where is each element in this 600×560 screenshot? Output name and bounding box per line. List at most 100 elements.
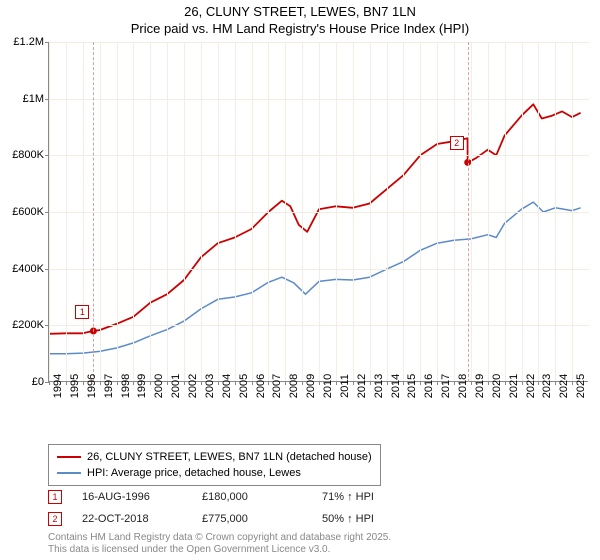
x-gridline [184,42,185,382]
footer-attribution: Contains HM Land Registry data © Crown c… [48,532,391,556]
x-gridline [49,42,50,382]
x-tick-label: 2011 [339,374,351,398]
y-tick-label: £400K [12,263,44,275]
x-tick [403,381,404,385]
marker-dashed-line [93,42,94,382]
x-tick-label: 2000 [153,374,165,398]
note-marker: 2 [48,512,62,526]
x-gridline [403,42,404,382]
x-tick [454,381,455,385]
x-tick-label: 2004 [221,374,233,398]
note-pct: 50% ↑ HPI [322,513,442,525]
x-tick-label: 2005 [238,374,250,398]
chart-area: 12 £0£200K£400K£600K£800K£1M£1.2M1994199… [48,42,588,412]
x-tick [538,381,539,385]
x-tick-label: 2023 [541,374,553,398]
x-tick [336,381,337,385]
x-gridline [522,42,523,382]
x-tick-label: 2016 [423,374,435,398]
x-tick-label: 2007 [271,374,283,398]
title-line-2: Price paid vs. HM Land Registry's House … [0,21,600,38]
x-tick-label: 1997 [103,374,115,398]
x-gridline [100,42,101,382]
x-tick [505,381,506,385]
plot-region: 12 [48,42,588,382]
x-tick [150,381,151,385]
x-gridline [167,42,168,382]
x-tick-label: 2003 [204,374,216,398]
series-line [49,202,581,354]
x-tick [252,381,253,385]
x-tick-label: 1994 [52,374,64,398]
x-tick [370,381,371,385]
x-tick-label: 2001 [170,374,182,398]
y-tick-label: £0 [32,376,44,388]
x-tick [437,381,438,385]
y-tick-label: £600K [12,206,44,218]
x-tick [117,381,118,385]
x-tick-label: 1995 [69,374,81,398]
x-tick [387,381,388,385]
x-tick [302,381,303,385]
x-gridline [83,42,84,382]
x-tick-label: 2021 [508,374,520,398]
x-gridline [66,42,67,382]
x-gridline [150,42,151,382]
x-gridline [454,42,455,382]
y-tick-label: £1.2M [13,36,44,48]
y-tick-label: £1M [23,93,44,105]
legend-item: HPI: Average price, detached house, Lewe… [57,465,372,481]
legend-swatch [57,456,81,458]
x-tick [488,381,489,385]
x-gridline [555,42,556,382]
y-tick-label: £200K [12,319,44,331]
x-tick-label: 1999 [136,374,148,398]
x-tick-label: 2018 [457,374,469,398]
series-line [49,104,581,333]
x-tick [235,381,236,385]
title-line-1: 26, CLUNY STREET, LEWES, BN7 1LN [0,4,600,21]
x-tick [420,381,421,385]
x-tick [201,381,202,385]
x-gridline [117,42,118,382]
x-tick [471,381,472,385]
note-row: 116-AUG-1996£180,00071% ↑ HPI [48,486,442,508]
x-gridline [420,42,421,382]
x-tick-label: 2020 [491,374,503,398]
legend-swatch [57,472,81,474]
note-date: 22-OCT-2018 [82,513,182,525]
x-tick [133,381,134,385]
x-tick-label: 2009 [305,374,317,398]
x-tick [572,381,573,385]
footer-line-2: This data is licensed under the Open Gov… [48,544,391,556]
x-gridline [268,42,269,382]
marker-callout: 1 [75,305,89,319]
x-gridline [437,42,438,382]
title-block: 26, CLUNY STREET, LEWES, BN7 1LN Price p… [0,0,600,38]
legend-label: 26, CLUNY STREET, LEWES, BN7 1LN (detach… [87,451,372,463]
x-tick [218,381,219,385]
chart-container: 26, CLUNY STREET, LEWES, BN7 1LN Price p… [0,0,600,560]
x-gridline [285,42,286,382]
marker-dashed-line [468,42,469,382]
x-tick-label: 2024 [558,374,570,398]
x-tick-label: 2010 [322,374,334,398]
x-tick-label: 2008 [288,374,300,398]
x-tick [555,381,556,385]
x-tick-label: 2012 [356,374,368,398]
x-tick [285,381,286,385]
x-tick-label: 2025 [575,374,587,398]
x-tick [353,381,354,385]
x-gridline [252,42,253,382]
x-tick-label: 2013 [373,374,385,398]
x-gridline [336,42,337,382]
x-tick [522,381,523,385]
x-gridline [201,42,202,382]
x-tick-label: 1998 [120,374,132,398]
x-tick [66,381,67,385]
note-row: 222-OCT-2018£775,00050% ↑ HPI [48,508,442,530]
note-date: 16-AUG-1996 [82,491,182,503]
x-gridline [572,42,573,382]
x-tick [83,381,84,385]
legend-item: 26, CLUNY STREET, LEWES, BN7 1LN (detach… [57,449,372,465]
